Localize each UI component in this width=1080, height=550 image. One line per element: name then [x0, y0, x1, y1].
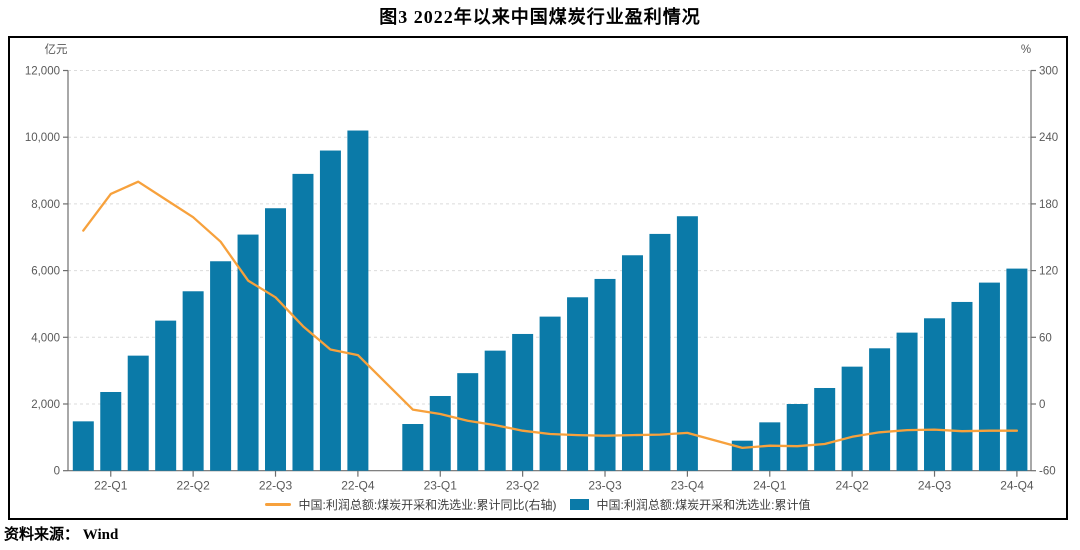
svg-text:240: 240: [1039, 132, 1058, 144]
svg-text:24-Q3: 24-Q3: [918, 479, 952, 493]
svg-text:120: 120: [1039, 266, 1058, 278]
bar: [896, 332, 918, 471]
legend-item-line: 中国:利润总额:煤炭开采和洗选业:累计同比(右轴): [265, 496, 556, 513]
bar: [676, 216, 698, 471]
svg-text:亿元: 亿元: [45, 43, 68, 56]
svg-text:24-Q4: 24-Q4: [1000, 479, 1034, 493]
chart-panel: 0 2,000 4,000 6,000 8,000 10,000 12,000 亿元 -60 0 6…: [8, 36, 1068, 520]
bar: [621, 255, 643, 471]
bar: [265, 208, 287, 471]
svg-text:24-Q2: 24-Q2: [835, 479, 869, 493]
bar: [786, 404, 808, 471]
svg-text:24-Q1: 24-Q1: [753, 479, 787, 493]
bar: [457, 373, 479, 471]
svg-text:2,000: 2,000: [31, 399, 60, 411]
bar: [484, 350, 506, 471]
source-note: 资料来源： Wind: [4, 527, 119, 543]
line-series: [82, 180, 1019, 450]
bar: [72, 421, 94, 471]
legend-item-bars: 中国:利润总额:煤炭开采和洗选业:累计值: [570, 496, 811, 513]
svg-text:180: 180: [1039, 199, 1058, 211]
bar-series-swatch: [570, 499, 590, 510]
bar: [402, 424, 424, 471]
coal-profit-chart: 0 2,000 4,000 6,000 8,000 10,000 12,000 亿元 -60 0 6…: [25, 43, 1058, 493]
bar-series: [72, 130, 1028, 471]
svg-text:0: 0: [54, 466, 60, 478]
chart-legend: 中国:利润总额:煤炭开采和洗选业:累计同比(右轴) 中国:利润总额:煤炭开采和洗…: [10, 496, 1066, 513]
bar: [237, 234, 259, 471]
bar: [814, 387, 836, 471]
bar: [841, 366, 863, 471]
bar: [567, 297, 589, 471]
bar: [951, 301, 973, 471]
x-axis-ticks: 22-Q1 22-Q2 22-Q3 22-Q4 23-Q1 23-Q2 23-Q3 23-Q4…: [94, 470, 1034, 493]
bar: [182, 291, 204, 471]
svg-text:%: %: [1021, 44, 1031, 56]
bar: [924, 318, 946, 471]
svg-text:23-Q2: 23-Q2: [506, 479, 540, 493]
left-axis-ticks: 0 2,000 4,000 6,000 8,000 10,000 12,000 亿元: [25, 43, 68, 478]
svg-text:-60: -60: [1039, 466, 1056, 478]
svg-text:10,000: 10,000: [25, 132, 60, 144]
svg-text:60: 60: [1039, 332, 1052, 344]
bar: [869, 348, 891, 471]
svg-text:22-Q1: 22-Q1: [94, 479, 128, 493]
svg-text:300: 300: [1039, 66, 1058, 78]
right-axis-ticks: -60 0 60 120 180 240 300%: [1021, 44, 1058, 478]
legend-line-label: 中国:利润总额:煤炭开采和洗选业:累计同比(右轴): [298, 498, 557, 512]
bar: [210, 261, 232, 471]
svg-text:23-Q4: 23-Q4: [671, 479, 705, 493]
svg-text:22-Q4: 22-Q4: [341, 479, 375, 493]
page-title: 图3 2022年以来中国煤炭行业盈利情况: [379, 7, 701, 27]
bar: [594, 278, 616, 471]
bar: [649, 233, 671, 471]
bar: [127, 355, 149, 471]
bar: [512, 333, 534, 471]
svg-text:22-Q3: 22-Q3: [259, 479, 293, 493]
bar: [319, 150, 341, 471]
svg-text:0: 0: [1039, 399, 1045, 411]
bar: [539, 316, 561, 471]
line-series-swatch: [265, 503, 292, 506]
svg-text:23-Q3: 23-Q3: [588, 479, 622, 493]
svg-text:12,000: 12,000: [25, 66, 60, 78]
legend-bars-label: 中国:利润总额:煤炭开采和洗选业:累计值: [596, 498, 811, 512]
bar: [1006, 268, 1028, 471]
svg-text:22-Q2: 22-Q2: [176, 479, 210, 493]
bar: [978, 282, 1000, 471]
svg-text:4,000: 4,000: [31, 332, 60, 344]
svg-text:6,000: 6,000: [31, 266, 60, 278]
bar: [429, 395, 451, 471]
bar: [155, 320, 177, 471]
bar: [347, 130, 369, 471]
svg-text:23-Q1: 23-Q1: [424, 479, 458, 493]
svg-text:8,000: 8,000: [31, 199, 60, 211]
bar: [292, 173, 314, 471]
bar: [100, 391, 122, 471]
